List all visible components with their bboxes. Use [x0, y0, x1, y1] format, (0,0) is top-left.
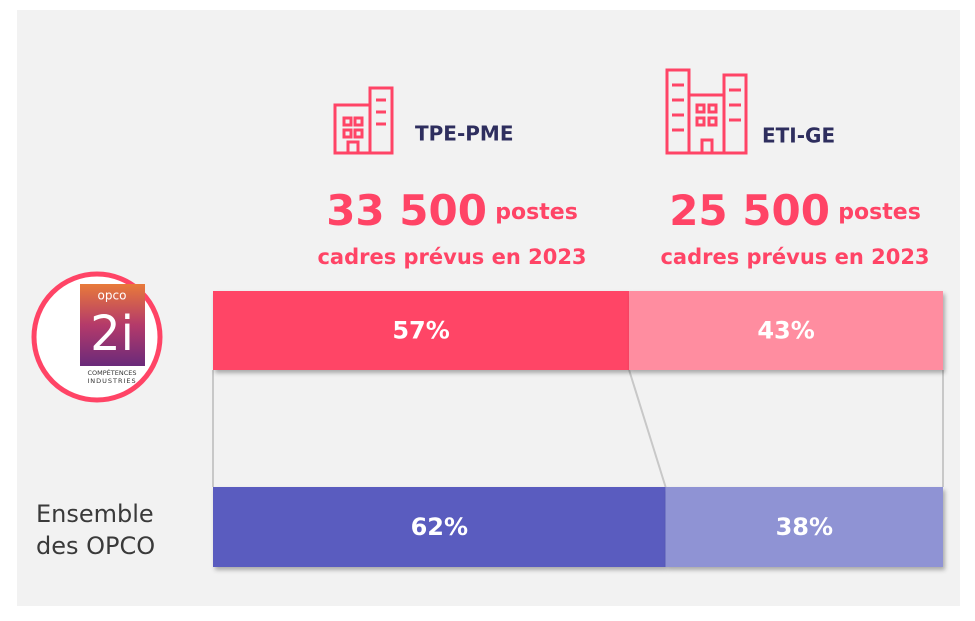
headline-unit: postes — [495, 200, 578, 225]
value-label: 62% — [411, 513, 468, 541]
headline-number: 33 500 — [326, 186, 487, 235]
headline-space — [830, 198, 838, 226]
headline: 33 500 postes — [326, 186, 578, 235]
logo: opco 2i COMPÉTENCES INDUSTRIES — [31, 271, 163, 403]
logo-line: COMPÉTENCES — [87, 368, 136, 377]
bar-segment — [629, 291, 943, 370]
bar-segment — [213, 487, 666, 567]
headline-caption: cadres prévus en 2023 — [317, 245, 586, 269]
headline-caption: cadres prévus en 2023 — [660, 245, 929, 269]
headline-number: 25 500 — [669, 186, 830, 235]
connector — [628, 369, 667, 488]
icon-small-building — [333, 86, 394, 155]
logo-top: opco — [98, 289, 127, 303]
headline-space — [487, 198, 495, 226]
bar-segment — [213, 291, 630, 370]
legend-label: ETI-GE — [762, 124, 835, 148]
icon-large-building — [665, 68, 748, 155]
logo-main: 2i — [90, 306, 134, 362]
logo-line: INDUSTRIES — [87, 377, 136, 385]
bar-segment — [665, 487, 943, 567]
category-label: Ensemble des OPCO — [36, 500, 156, 560]
value-label: 38% — [776, 513, 833, 541]
headline-unit: postes — [838, 200, 921, 225]
headline: 25 500 postes — [669, 186, 921, 235]
value-label: 43% — [757, 317, 814, 345]
logo-block — [80, 284, 145, 366]
legend-label: TPE-PME — [415, 122, 514, 146]
value-label: 57% — [392, 317, 449, 345]
